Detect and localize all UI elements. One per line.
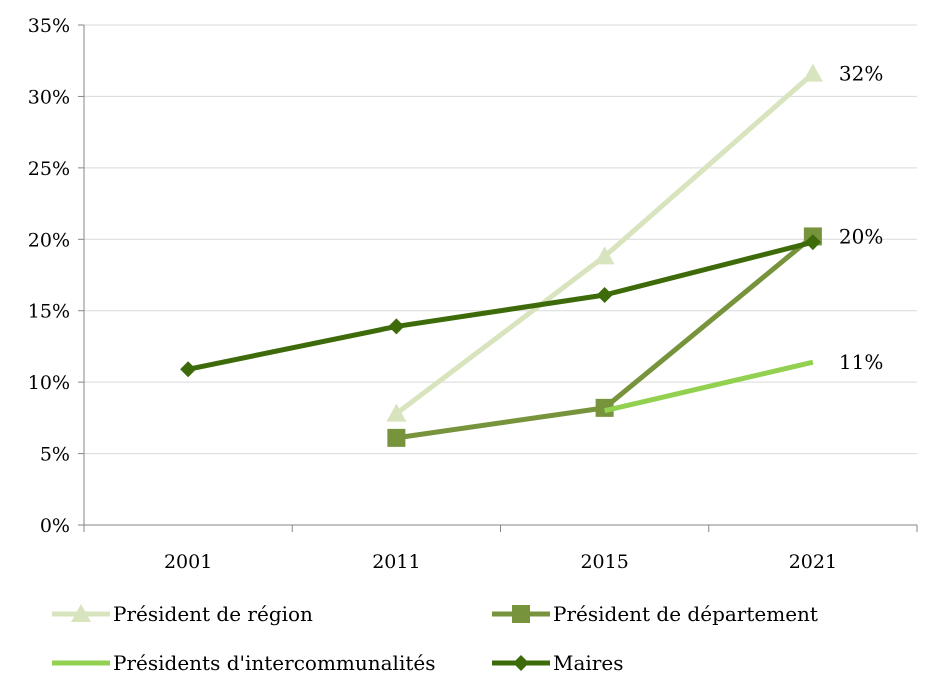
data-point [388,318,405,335]
legend-label: Président de région [113,602,313,626]
x-tick-label: 2021 [789,551,837,573]
series-2 [604,359,814,414]
axes [78,24,918,532]
series-line [394,71,815,416]
series-line [604,359,814,414]
y-tick-label: 20% [28,229,70,251]
x-tick-label: 2015 [580,551,628,573]
series-0 [386,63,823,422]
data-point [802,63,823,82]
data-point [594,246,615,265]
series-layer [180,63,823,447]
data-point [386,403,407,422]
data-point [180,361,197,378]
x-tick-label: 2011 [372,551,420,573]
series-line [187,239,814,372]
data-point [595,398,614,417]
legend-marker [71,604,91,622]
data-label: 11% [839,350,883,374]
data-point [804,234,821,251]
y-tick-label: 25% [28,158,70,180]
legend-label: Maires [553,651,623,675]
x-tick-labels: 2001 2011 2015 2021 [164,551,837,573]
data-point [596,287,613,303]
y-tick-label: 35% [28,15,70,37]
legend: Président de région Président de départem… [52,602,818,675]
legend-item: Président de département [492,602,818,626]
data-label: 32% [839,62,883,86]
data-label: 20% [839,224,883,248]
legend-label: Présidents d'intercommunalités [113,651,436,675]
data-labels: 32% 20% 11% [839,62,883,375]
legend-marker [513,655,529,671]
legend-item: Présidents d'intercommunalités [52,651,436,675]
y-tick-label: 30% [28,86,70,108]
y-tick-label: 0% [40,515,70,537]
y-tick-label: 15% [28,301,70,323]
legend-label: Président de département [553,602,818,626]
y-tick-labels: 0% 5% 10% 15% 20% 25% 30% 35% [28,15,70,537]
y-tick-label: 10% [28,372,70,394]
x-tick-label: 2001 [164,551,212,573]
legend-marker [512,605,530,623]
legend-item: Maires [492,651,623,675]
legend-item: Président de région [52,602,313,626]
series-3 [180,234,821,378]
data-point [387,428,406,447]
y-tick-label: 5% [40,444,70,466]
